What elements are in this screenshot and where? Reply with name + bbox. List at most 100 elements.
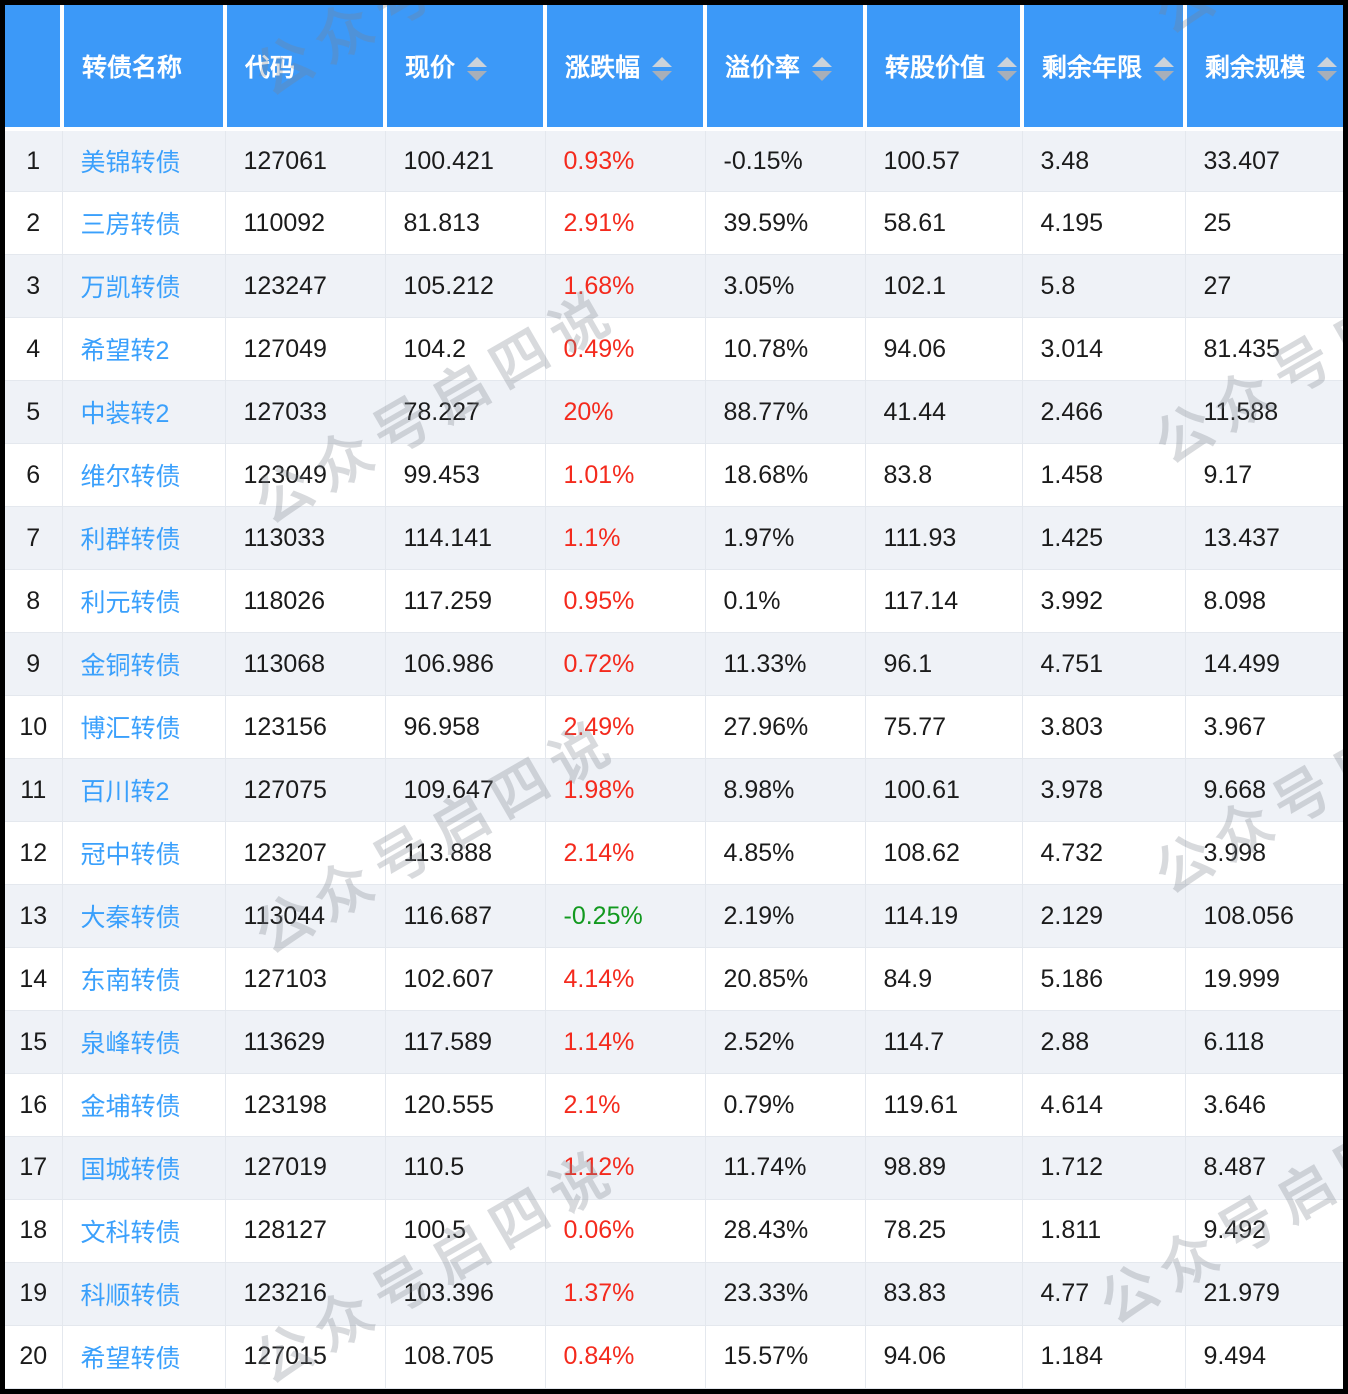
current-price: 108.705 xyxy=(385,1325,546,1389)
remaining-years: 3.803 xyxy=(1022,695,1186,760)
table-row: 2 三房转债 110092 81.813 2.91% 39.59% 58.61 … xyxy=(5,191,1343,256)
table-row: 15 泉峰转债 113629 117.589 1.14% 2.52% 114.7… xyxy=(5,1010,1343,1075)
bond-name-link[interactable]: 大秦转债 xyxy=(62,884,226,949)
col-header-size-left[interactable]: 剩余规模 xyxy=(1185,5,1343,131)
bond-code: 123156 xyxy=(225,695,386,760)
bond-name-link[interactable]: 金铜转债 xyxy=(62,632,226,697)
current-price: 103.396 xyxy=(385,1262,546,1326)
bond-code: 127015 xyxy=(225,1325,386,1389)
col-header-conversion-value[interactable]: 转股价值 xyxy=(865,5,1024,131)
remaining-size: 9.17 xyxy=(1185,443,1343,508)
bond-name-link[interactable]: 万凯转债 xyxy=(62,254,226,319)
col-header-years-left[interactable]: 剩余年限 xyxy=(1022,5,1187,131)
bond-name-link[interactable]: 维尔转债 xyxy=(62,443,226,508)
conversion-value: 117.14 xyxy=(865,569,1023,634)
remaining-years: 3.48 xyxy=(1022,129,1186,193)
current-price: 99.453 xyxy=(385,443,546,508)
bond-name-link[interactable]: 利元转债 xyxy=(62,569,226,634)
col-header-change[interactable]: 涨跌幅 xyxy=(545,5,707,131)
conversion-value: 114.19 xyxy=(865,884,1023,949)
premium-rate: 8.98% xyxy=(705,758,866,823)
bond-code: 113068 xyxy=(225,632,386,697)
row-index: 19 xyxy=(5,1262,63,1326)
bond-name-link[interactable]: 希望转债 xyxy=(62,1325,226,1389)
current-price: 105.212 xyxy=(385,254,546,319)
col-header-size-left-label: 剩余规模 xyxy=(1205,54,1306,82)
conversion-value: 98.89 xyxy=(865,1136,1023,1200)
bond-code: 123198 xyxy=(225,1073,386,1137)
sort-icon[interactable] xyxy=(1154,57,1175,82)
sort-icon[interactable] xyxy=(812,57,833,82)
remaining-size: 14.499 xyxy=(1185,632,1343,697)
conversion-value: 94.06 xyxy=(865,317,1023,382)
change-percent: 1.12% xyxy=(545,1136,706,1200)
sort-icon[interactable] xyxy=(997,57,1018,82)
bond-name-link[interactable]: 中装转2 xyxy=(62,380,226,445)
bond-name-link[interactable]: 泉峰转债 xyxy=(62,1010,226,1075)
remaining-size: 8.098 xyxy=(1185,569,1343,634)
bond-code: 127061 xyxy=(225,129,386,193)
premium-rate: 11.74% xyxy=(705,1136,866,1200)
remaining-years: 1.184 xyxy=(1022,1325,1186,1389)
change-percent: 0.93% xyxy=(545,129,706,193)
sort-icon[interactable] xyxy=(467,57,488,82)
premium-rate: 11.33% xyxy=(705,632,866,697)
current-price: 96.958 xyxy=(385,695,546,760)
remaining-size: 9.494 xyxy=(1185,1325,1343,1389)
bond-name-link[interactable]: 百川转2 xyxy=(62,758,226,823)
row-index: 18 xyxy=(5,1199,63,1263)
row-index: 3 xyxy=(5,254,63,319)
remaining-years: 2.88 xyxy=(1022,1010,1186,1075)
conversion-value: 84.9 xyxy=(865,947,1023,1012)
bond-name-link[interactable]: 利群转债 xyxy=(62,506,226,571)
table-row: 7 利群转债 113033 114.141 1.1% 1.97% 111.93 … xyxy=(5,506,1343,571)
bond-name-link[interactable]: 美锦转债 xyxy=(62,129,226,193)
premium-rate: 1.97% xyxy=(705,506,866,571)
current-price: 110.5 xyxy=(385,1136,546,1200)
table-row: 19 科顺转债 123216 103.396 1.37% 23.33% 83.8… xyxy=(5,1262,1343,1326)
remaining-size: 19.999 xyxy=(1185,947,1343,1012)
remaining-years: 1.811 xyxy=(1022,1199,1186,1263)
conversion-value: 41.44 xyxy=(865,380,1023,445)
premium-rate: 20.85% xyxy=(705,947,866,1012)
remaining-years: 3.992 xyxy=(1022,569,1186,634)
current-price: 114.141 xyxy=(385,506,546,571)
conversion-value: 119.61 xyxy=(865,1073,1023,1137)
bond-name-link[interactable]: 金埔转债 xyxy=(62,1073,226,1137)
table-container: 转债名称 代码 现价 涨跌幅 溢价率 转股价值 剩余年限 剩余规模 1 美锦转债… xyxy=(5,5,1343,1389)
bond-name-link[interactable]: 博汇转债 xyxy=(62,695,226,760)
bond-code: 118026 xyxy=(225,569,386,634)
table-body: 1 美锦转债 127061 100.421 0.93% -0.15% 100.5… xyxy=(5,129,1343,1389)
col-header-price[interactable]: 现价 xyxy=(385,5,547,131)
premium-rate: -0.15% xyxy=(705,129,866,193)
remaining-size: 6.118 xyxy=(1185,1010,1343,1075)
current-price: 100.5 xyxy=(385,1199,546,1263)
row-index: 4 xyxy=(5,317,63,382)
bond-name-link[interactable]: 冠中转债 xyxy=(62,821,226,886)
remaining-size: 25 xyxy=(1185,191,1343,256)
sort-icon[interactable] xyxy=(652,57,673,82)
table-row: 4 希望转2 127049 104.2 0.49% 10.78% 94.06 3… xyxy=(5,317,1343,382)
conversion-value: 111.93 xyxy=(865,506,1023,571)
bond-name-link[interactable]: 希望转2 xyxy=(62,317,226,382)
conversion-value: 75.77 xyxy=(865,695,1023,760)
current-price: 117.259 xyxy=(385,569,546,634)
bond-code: 113629 xyxy=(225,1010,386,1075)
conversion-value: 58.61 xyxy=(865,191,1023,256)
col-header-price-label: 现价 xyxy=(405,54,456,82)
bond-name-link[interactable]: 三房转债 xyxy=(62,191,226,256)
sort-icon[interactable] xyxy=(1317,57,1338,82)
bond-name-link[interactable]: 科顺转债 xyxy=(62,1262,226,1326)
col-header-premium[interactable]: 溢价率 xyxy=(705,5,867,131)
row-index: 5 xyxy=(5,380,63,445)
table-row: 11 百川转2 127075 109.647 1.98% 8.98% 100.6… xyxy=(5,758,1343,823)
bond-name-link[interactable]: 国城转债 xyxy=(62,1136,226,1200)
row-index: 12 xyxy=(5,821,63,886)
remaining-size: 9.492 xyxy=(1185,1199,1343,1263)
bond-name-link[interactable]: 东南转债 xyxy=(62,947,226,1012)
bond-code: 113033 xyxy=(225,506,386,571)
remaining-size: 33.407 xyxy=(1185,129,1343,193)
bond-name-link[interactable]: 文科转债 xyxy=(62,1199,226,1263)
premium-rate: 88.77% xyxy=(705,380,866,445)
